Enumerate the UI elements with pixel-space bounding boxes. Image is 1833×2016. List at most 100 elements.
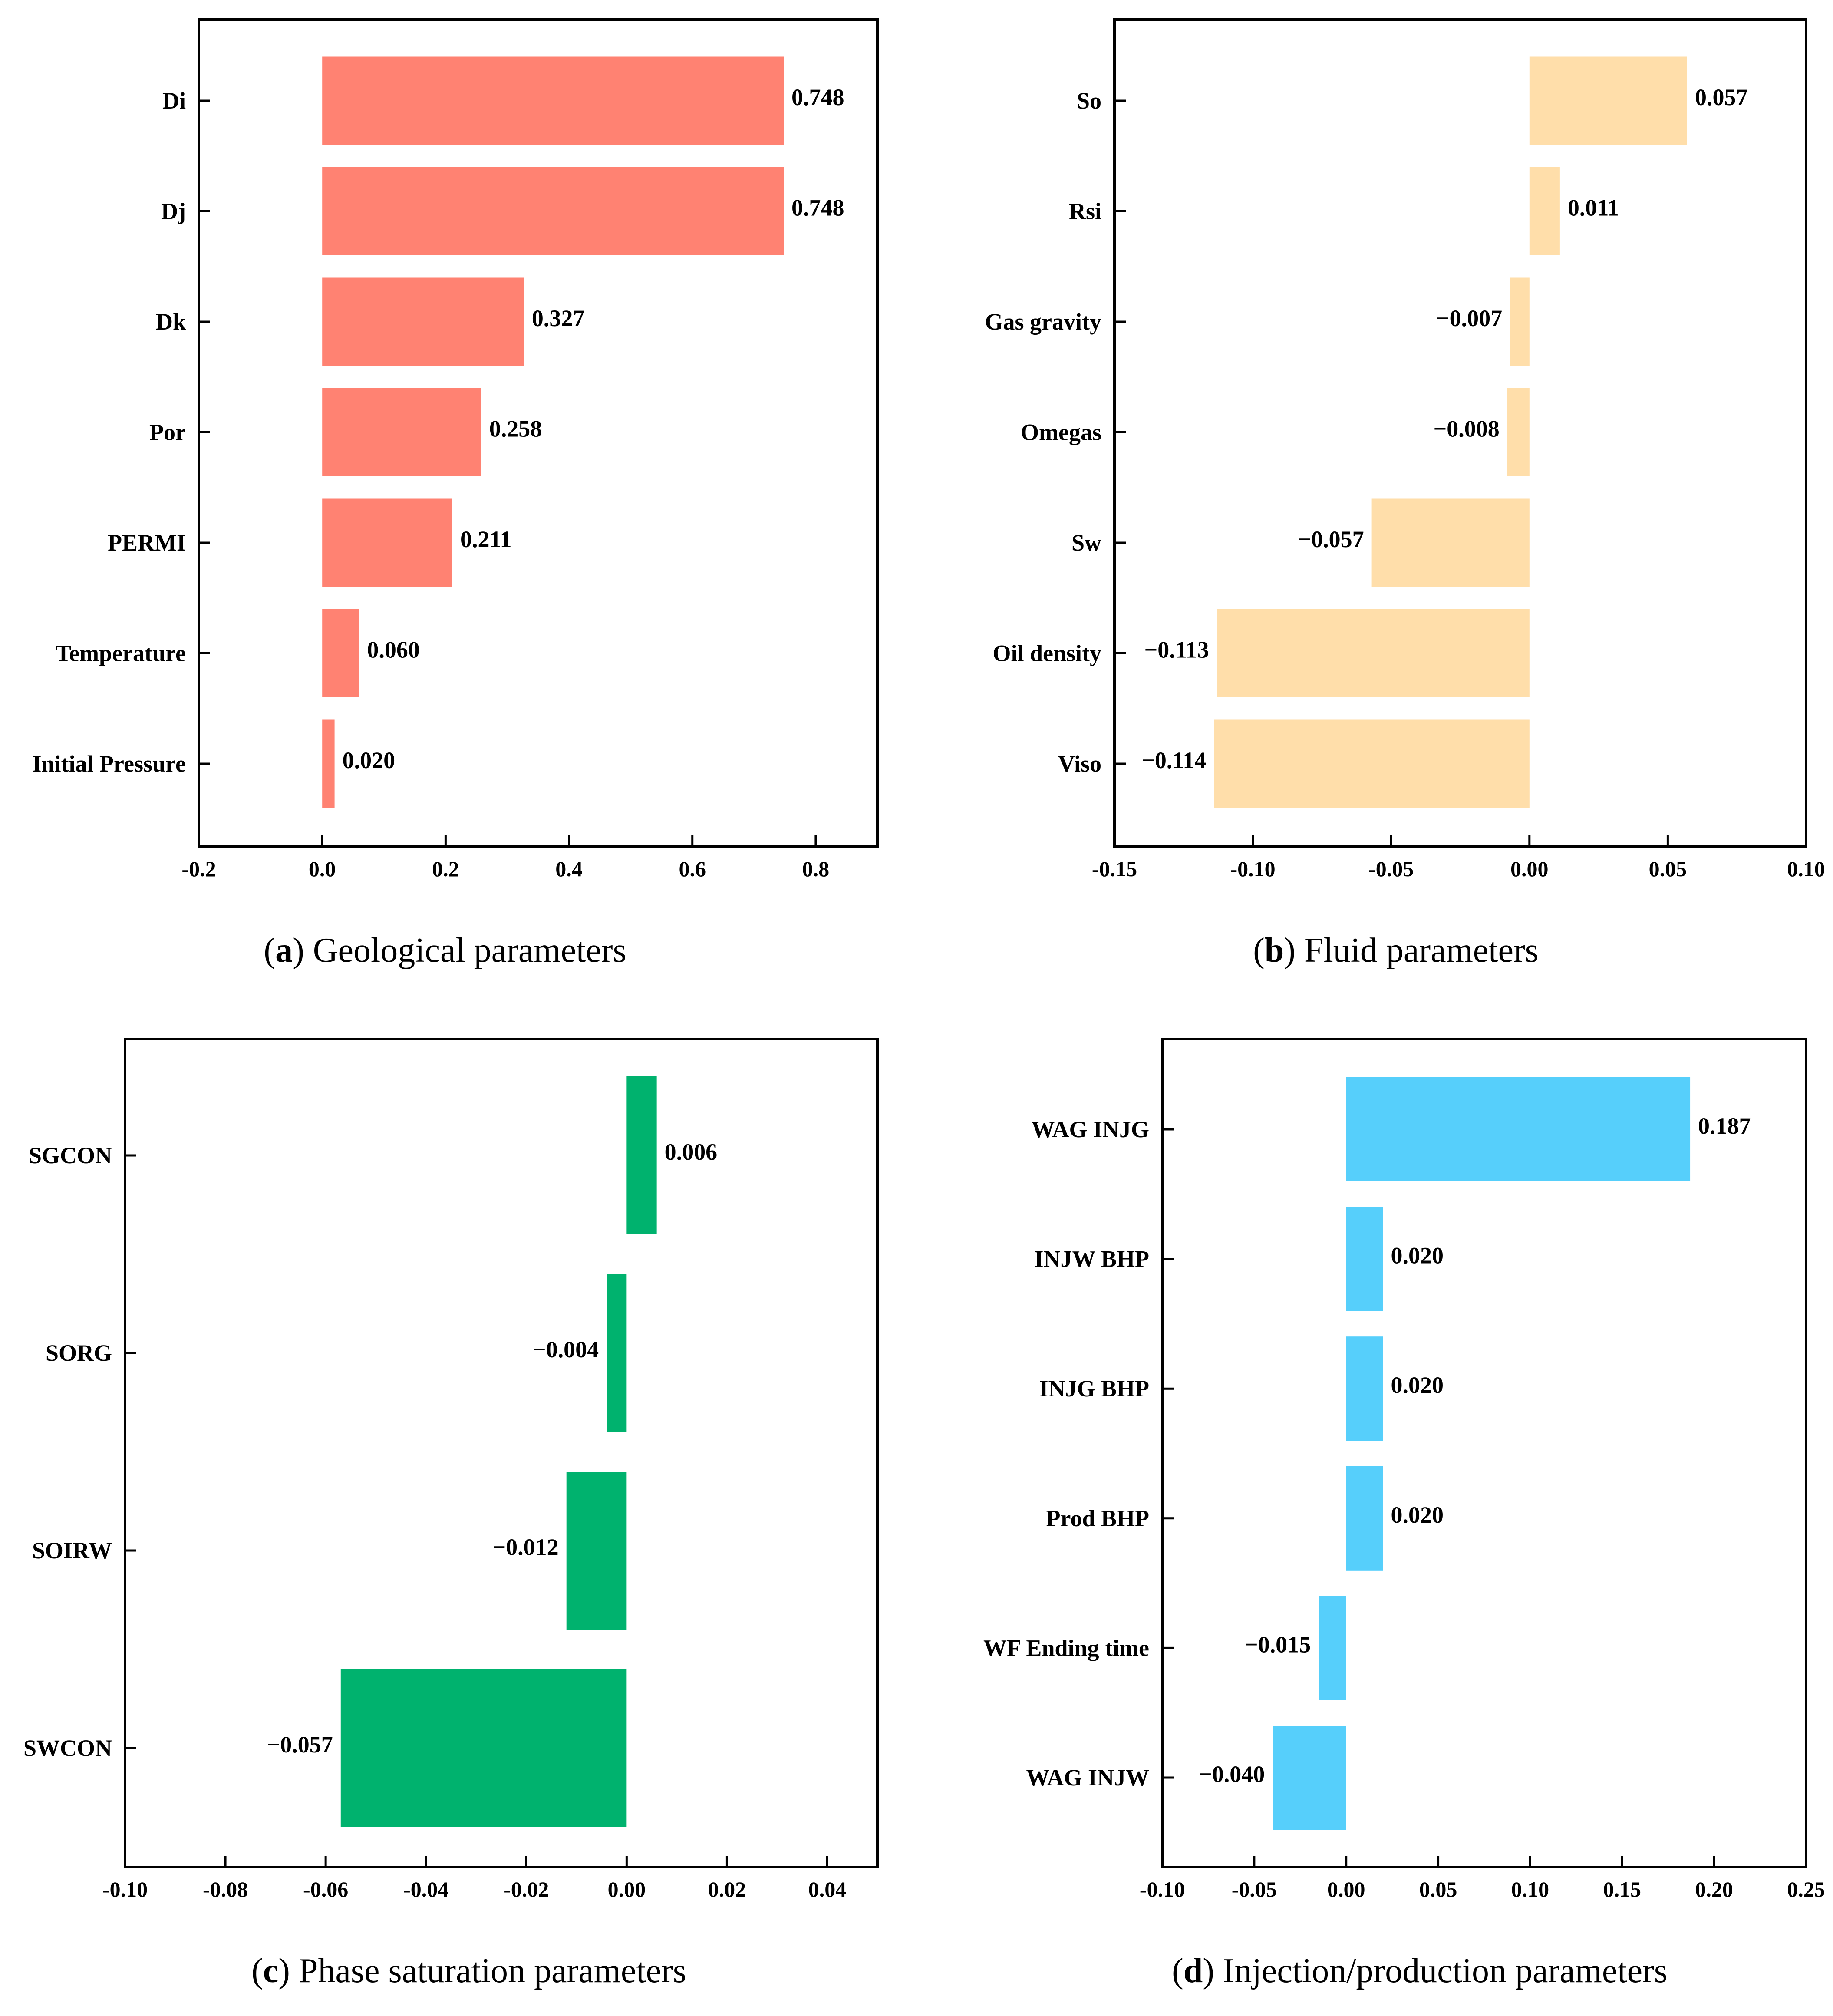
caption-letter: d: [1184, 1952, 1203, 1990]
bar-viso: [1214, 719, 1530, 808]
category-label: Rsi: [1069, 198, 1101, 224]
x-tick-label: 0.00: [1327, 1877, 1365, 1901]
bar-wag-injw: [1273, 1726, 1346, 1830]
x-tick-label: 0.0: [309, 857, 336, 881]
value-label: 0.211: [460, 526, 512, 552]
value-label: −0.057: [1298, 526, 1364, 552]
category-label: SOIRW: [32, 1538, 112, 1564]
x-tick-label: -0.08: [203, 1877, 248, 1901]
category-label: PERMI: [108, 530, 186, 556]
bar-rsi: [1529, 167, 1560, 255]
value-label: 0.020: [1391, 1243, 1444, 1269]
category-label: INJG BHP: [1039, 1376, 1149, 1402]
caption-paren: (: [1253, 931, 1265, 970]
x-tick-label: 0.4: [555, 857, 583, 881]
value-label: −0.007: [1436, 305, 1502, 331]
x-tick-label: 0.02: [708, 1877, 746, 1901]
caption-letter: a: [275, 931, 293, 970]
value-label: 0.187: [1698, 1113, 1751, 1139]
bar-permi: [322, 498, 452, 587]
category-label: Omegas: [1021, 419, 1101, 445]
value-label: −0.057: [267, 1732, 333, 1758]
x-tick-label: -0.10: [102, 1877, 148, 1901]
x-tick-label: -0.04: [403, 1877, 448, 1901]
value-label: −0.004: [533, 1336, 599, 1363]
caption-letter: b: [1265, 931, 1284, 970]
value-label: 0.060: [367, 637, 420, 663]
value-label: 0.327: [532, 305, 585, 331]
caption-paren: (: [264, 931, 275, 970]
caption-paren: ): [1203, 1952, 1223, 1990]
value-label: −0.012: [492, 1534, 558, 1560]
value-label: 0.020: [343, 747, 396, 773]
x-tick-label: -0.10: [1230, 857, 1276, 881]
category-label: Temperature: [56, 640, 186, 667]
value-label: −0.114: [1141, 747, 1206, 773]
caption-paren: ): [293, 931, 313, 970]
bar-oil-density: [1217, 609, 1530, 697]
category-label: Initial Pressure: [32, 751, 186, 777]
chart-c: SGCON 0.006 SORG −0.004 SOIRW −0.012 SWCON −0.0…: [23, 1038, 879, 1990]
value-label: 0.258: [489, 416, 542, 442]
category-label: Dj: [161, 198, 186, 224]
x-tick-label: 0.05: [1649, 857, 1687, 881]
value-label: 0.006: [665, 1139, 718, 1165]
value-label: 0.748: [791, 195, 844, 221]
bar-por: [322, 388, 481, 476]
caption-text: Phase saturation parameters: [299, 1952, 686, 1990]
category-label: SGCON: [29, 1142, 112, 1168]
caption: (d) Injection/production parameters: [1172, 1952, 1668, 1990]
bar-prod-bhp: [1346, 1466, 1383, 1571]
x-tick-label: -0.05: [1368, 857, 1414, 881]
x-tick-label: -0.15: [1092, 857, 1137, 881]
caption: (a) Geological parameters: [264, 931, 626, 970]
category-label: Gas gravity: [985, 309, 1101, 335]
category-label: SORG: [46, 1340, 112, 1366]
x-tick-label: -0.05: [1232, 1877, 1277, 1901]
caption-paren: ): [1284, 931, 1304, 970]
value-label: 0.020: [1391, 1502, 1444, 1528]
caption-text: Geological parameters: [313, 931, 626, 970]
bar-injw-bhp: [1346, 1207, 1383, 1311]
category-label: Viso: [1058, 751, 1101, 777]
value-label: 0.748: [791, 84, 844, 110]
caption-text: Fluid parameters: [1304, 931, 1539, 970]
x-tick-label: -0.10: [1140, 1877, 1185, 1901]
chart-d: WAG INJG 0.187 INJW BHP 0.020 INJG BHP 0.020 P…: [983, 1038, 1825, 1990]
bar-dj: [322, 167, 784, 255]
category-label: WAG INJG: [1031, 1116, 1149, 1142]
category-label: WF Ending time: [983, 1635, 1149, 1661]
x-tick-label: 0.10: [1511, 1877, 1549, 1901]
bar-omegas: [1507, 388, 1530, 476]
bar-swcon: [340, 1669, 627, 1827]
x-tick-label: 0.05: [1419, 1877, 1457, 1901]
x-tick-label: -0.2: [181, 857, 216, 881]
caption-paren: (: [1172, 1952, 1184, 1990]
x-tick-label: -0.06: [303, 1877, 348, 1901]
value-label: −0.040: [1199, 1761, 1265, 1787]
plot-frame: [1161, 1038, 1807, 1868]
x-tick-label: 0.25: [1787, 1877, 1825, 1901]
category-label: Di: [162, 88, 186, 114]
category-label: INJW BHP: [1034, 1246, 1149, 1272]
x-tick-label: 0.20: [1695, 1877, 1733, 1901]
category-label: SWCON: [23, 1735, 112, 1761]
category-label: Prod BHP: [1046, 1505, 1149, 1531]
value-label: 0.011: [1568, 195, 1619, 221]
category-label: WAG INJW: [1026, 1765, 1149, 1791]
bar-soirw: [566, 1472, 627, 1630]
chart-a: Di 0.748 Dj 0.748 Dk 0.327 Por 0.258 PERMI 0.211 T…: [32, 18, 879, 970]
caption-text: Injection/production parameters: [1223, 1952, 1668, 1990]
bar-gas-gravity: [1510, 277, 1530, 366]
x-tick-label: 0.2: [432, 857, 459, 881]
bar-sorg: [607, 1274, 627, 1432]
x-tick-label: -0.02: [504, 1877, 549, 1901]
x-tick-label: 0.00: [608, 1877, 646, 1901]
bar-temperature: [322, 609, 359, 697]
category-label: Por: [149, 419, 186, 445]
caption-paren: (: [251, 1952, 263, 1990]
bar-wag-injg: [1346, 1077, 1691, 1181]
x-tick-label: 0.00: [1510, 857, 1549, 881]
category-label: So: [1077, 88, 1101, 114]
caption-paren: ): [278, 1952, 299, 1990]
